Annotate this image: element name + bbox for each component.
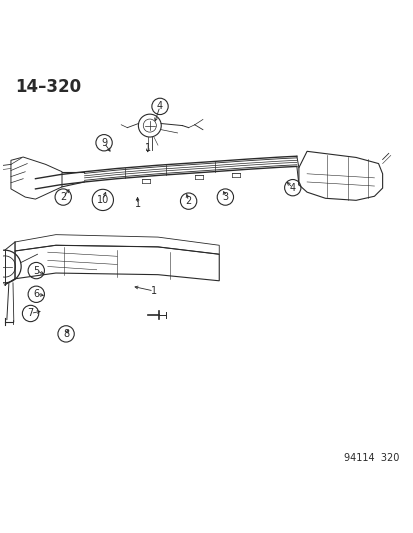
Text: 10: 10 bbox=[97, 195, 109, 205]
Text: 14–320: 14–320 bbox=[15, 78, 81, 96]
Text: 8: 8 bbox=[63, 329, 69, 339]
Text: 4: 4 bbox=[157, 101, 163, 111]
Text: 1: 1 bbox=[150, 286, 157, 296]
Text: 1: 1 bbox=[134, 199, 140, 209]
Text: 2: 2 bbox=[185, 196, 191, 206]
Text: 94114  320: 94114 320 bbox=[343, 454, 398, 463]
Text: 5: 5 bbox=[33, 265, 39, 276]
Text: 2: 2 bbox=[60, 192, 66, 202]
Text: 9: 9 bbox=[101, 138, 107, 148]
Text: 3: 3 bbox=[222, 192, 228, 202]
Text: 1: 1 bbox=[145, 143, 150, 153]
Text: 6: 6 bbox=[33, 289, 39, 299]
Text: 4: 4 bbox=[289, 183, 295, 192]
Text: 7: 7 bbox=[27, 309, 33, 319]
